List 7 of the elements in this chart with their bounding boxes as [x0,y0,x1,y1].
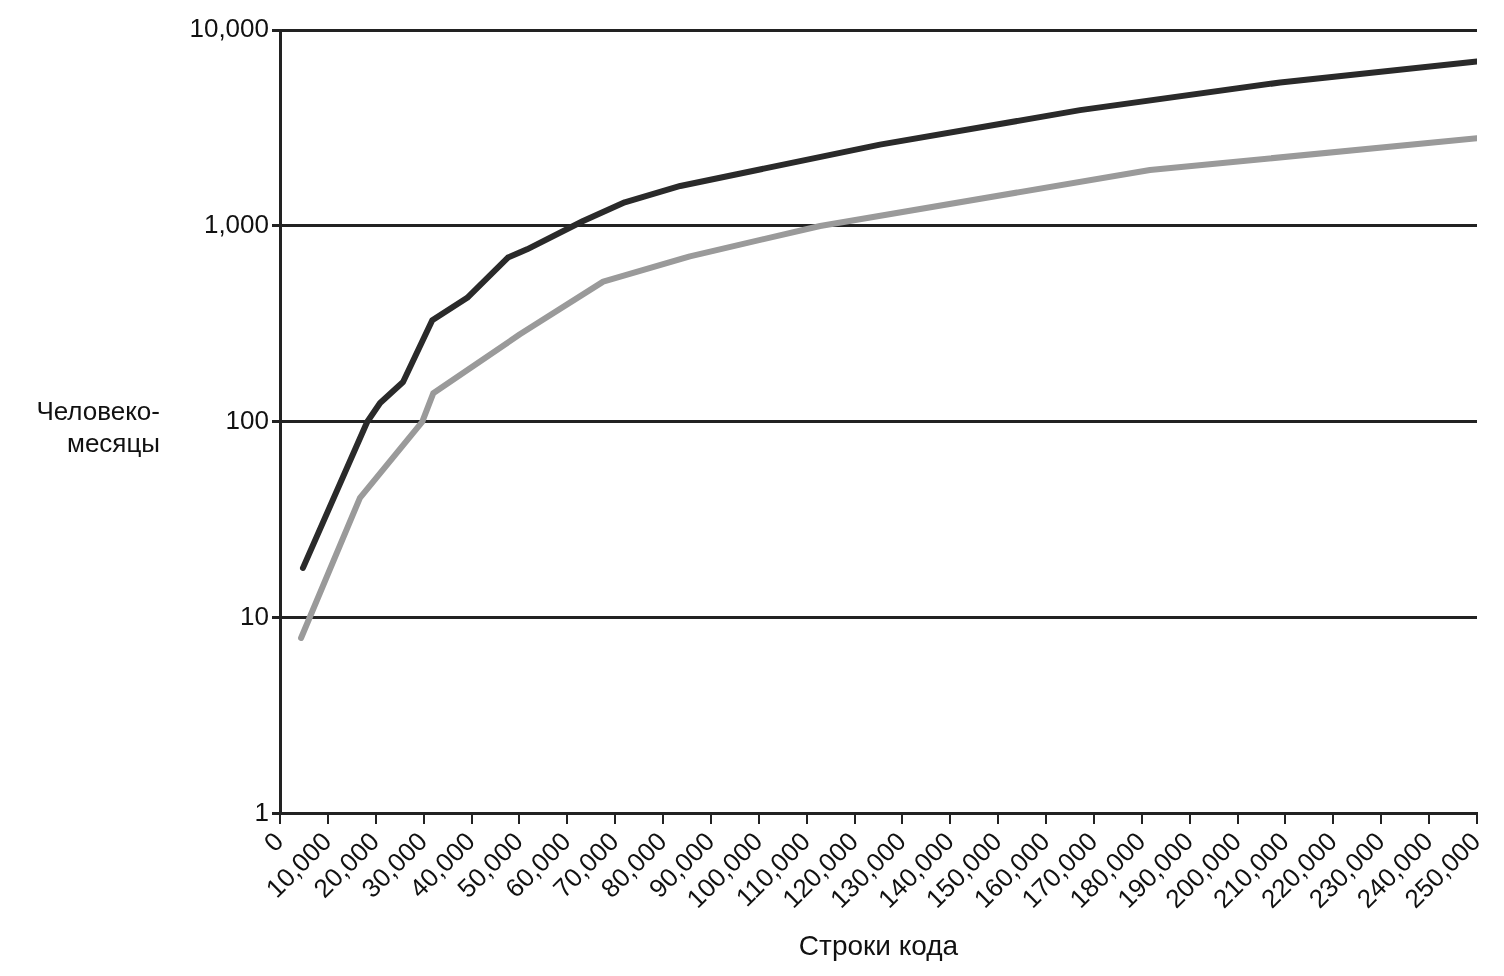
x-axis-title: Строки кода [798,929,959,961]
y-tick-label: 10 [240,601,269,632]
y-tick-label: 1,000 [203,209,269,240]
y-tick-label: 100 [225,405,269,436]
y-tick-label: 1 [254,797,269,828]
y-tick-label: 10,000 [189,13,269,44]
y-axis-title: Человеко-месяцы [35,395,160,459]
